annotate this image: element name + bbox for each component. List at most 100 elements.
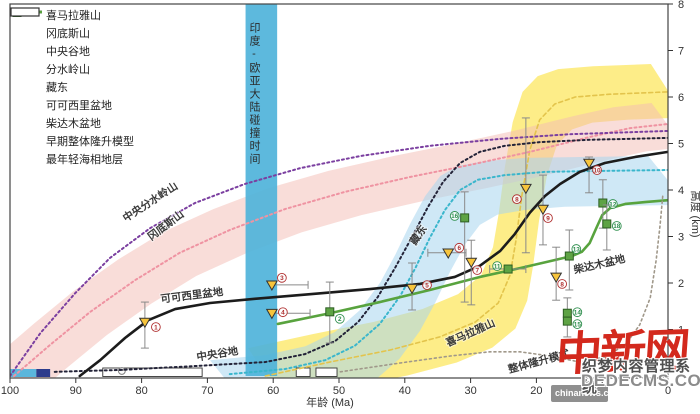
ref-number: 12: [609, 201, 617, 208]
qaidam-square-marker: [325, 307, 335, 317]
ref-number: 9: [546, 215, 550, 222]
y-tick-label: 3: [678, 232, 684, 244]
ref-number-circle: [572, 307, 583, 318]
ref-number-circle: [557, 279, 567, 289]
ref-number-circle: [543, 213, 553, 223]
qaidam-square-marker: [564, 251, 574, 261]
ref-number: 3: [280, 275, 284, 282]
hohxil-triangle-marker: [465, 257, 478, 269]
qaidam-square-marker: [562, 308, 572, 318]
legend-item-qaidam: 柴达木盆地: [10, 8, 134, 132]
y-tick-label: 6: [678, 92, 684, 104]
ref-number: 11: [494, 263, 501, 270]
marine-strata-bar: [315, 367, 338, 377]
ref-number-circle: [608, 199, 618, 209]
ref-number: 16: [451, 213, 459, 220]
x-tick-label: 0: [665, 385, 671, 397]
ref-number: 6: [457, 245, 461, 252]
x-tick-label: 70: [201, 385, 213, 397]
chinanews-url-badge: chinanews.com: [551, 385, 608, 402]
ref-number: 8: [515, 196, 519, 203]
y-tick-label: 4: [678, 185, 684, 197]
curve-qaidam-curve: [276, 198, 668, 326]
qaidam-square-marker: [562, 316, 572, 326]
hohxil-triangle-marker: [138, 317, 151, 329]
ref-number-circle: [278, 307, 288, 318]
ref-number-circle: [592, 165, 602, 175]
y-tick-label: 5: [678, 139, 684, 151]
curve-zangdong: [228, 169, 668, 376]
ref-number: 15: [574, 321, 582, 328]
ref-number-circle: [571, 244, 582, 254]
ref-number-circle: [449, 211, 460, 221]
hohxil-triangle-marker: [405, 283, 419, 295]
legend-item-central-valley: 中央谷地: [16, 9, 90, 58]
x-tick-label: 80: [135, 385, 147, 397]
ref-number: 14: [574, 310, 582, 317]
curve-himalaya: [264, 91, 668, 377]
x-axis-title: 年龄 (Ma): [306, 395, 354, 409]
ref-number-circle: [151, 322, 161, 332]
x-tick-label: 40: [399, 385, 411, 397]
curve-gangdise: [12, 122, 668, 377]
hohxil-triangle-marker: [550, 272, 563, 284]
legend: 喜马拉雅山 冈底斯山 中央谷地 分水岭山 藏东 可可西里盆地 柴达木盆地 早期整…: [10, 6, 134, 168]
ref-number: 18: [613, 223, 621, 230]
ref-number-circle: [472, 265, 483, 275]
ref-number-circle: [454, 242, 465, 253]
hohxil-triangle-marker: [265, 308, 278, 320]
ref-number-circle: [422, 280, 432, 290]
x-tick-label: 30: [464, 385, 476, 397]
tethys-bar: [10, 369, 37, 377]
y-axis-title: 高度 (km): [689, 190, 700, 237]
legend-item-watershed: 分水岭山: [16, 9, 90, 76]
legend-item-marine-strata: 最年轻海相地层: [10, 7, 134, 168]
qaidam-square-marker: [602, 219, 612, 229]
x-tick-label: 20: [530, 385, 542, 397]
fossil-icon: [117, 367, 126, 375]
elevation-curves: [10, 91, 668, 378]
qaidam-square-marker: [598, 198, 608, 208]
y-tick-label: 2: [678, 278, 684, 290]
qaidam-square-marker: [460, 213, 470, 223]
tethys-bar: [36, 369, 51, 377]
hohxil-triangle-marker: [442, 248, 455, 259]
hohxil-triangle-marker: [519, 183, 532, 195]
curve-hohxil-curve: [78, 150, 668, 378]
ref-number: 2: [338, 316, 342, 323]
y-tick-label: 7: [678, 46, 684, 58]
ref-number: 13: [573, 246, 581, 253]
ref-number-circle: [572, 319, 583, 329]
ref-number: 8: [560, 281, 564, 288]
hohxil-triangle-marker: [265, 280, 278, 292]
zangdong-band: [210, 156, 668, 378]
ref-number: 4: [281, 310, 285, 317]
y-tick-label: 1: [678, 325, 684, 337]
curve-early-model: [339, 195, 664, 373]
ref-number-circle: [512, 194, 522, 204]
marine-strata-bar: [102, 367, 203, 377]
legend-item-hohxil: 可可西里盆地: [10, 8, 134, 114]
hohxil-triangle-marker: [536, 204, 550, 216]
y-tick-label: 8: [678, 0, 684, 11]
legend-item-early-model: 早期整体隆升模型: [16, 9, 134, 148]
ref-number-circle: [611, 221, 622, 231]
hohxil-triangle-marker: [582, 158, 596, 170]
ref-number-circle: [334, 313, 345, 324]
qaidam-square-marker: [503, 264, 513, 274]
legend-item-gangdise: 冈底斯山: [16, 9, 90, 40]
curve-label: 柴达木盆地: [571, 252, 627, 277]
himalaya-band: [248, 63, 668, 378]
ref-number: 10: [593, 167, 601, 174]
ref-number: 1: [154, 324, 158, 331]
axes: 100908070605040302010012345678: [1, 0, 684, 397]
marine-strata-bar: [295, 367, 311, 377]
dedecms-watermark-url: DEDECMS.COM: [581, 371, 700, 390]
x-tick-label: 60: [267, 385, 279, 397]
ref-number: 7: [475, 267, 479, 274]
x-tick-label: 50: [333, 385, 345, 397]
x-tick-label: 90: [70, 385, 82, 397]
